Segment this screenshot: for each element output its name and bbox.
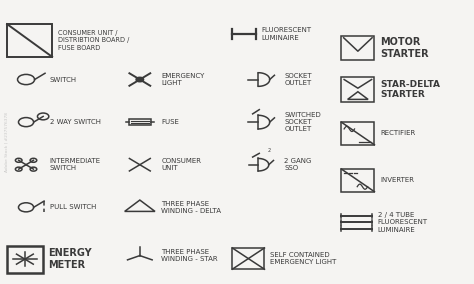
Text: RECTIFIER: RECTIFIER (380, 130, 415, 137)
Text: 2 / 4 TUBE
FLUORESCENT
LUMINAIRE: 2 / 4 TUBE FLUORESCENT LUMINAIRE (378, 212, 428, 233)
Text: CONSUMER UNIT /
DISTRIBTION BOARD /
FUSE BOARD: CONSUMER UNIT / DISTRIBTION BOARD / FUSE… (58, 30, 129, 51)
Text: ENERGY
METER: ENERGY METER (48, 248, 92, 270)
Text: 2 GANG
SSO: 2 GANG SSO (284, 158, 312, 171)
Text: INTERMEDIATE
SWITCH: INTERMEDIATE SWITCH (50, 158, 101, 171)
Text: SOCKET
OUTLET: SOCKET OUTLET (284, 73, 312, 86)
Text: 2 WAY SWITCH: 2 WAY SWITCH (50, 119, 101, 125)
Text: FUSE: FUSE (161, 119, 179, 125)
Text: SWITCH: SWITCH (50, 76, 77, 83)
Text: THREE PHASE
WINDING - DELTA: THREE PHASE WINDING - DELTA (161, 201, 221, 214)
Circle shape (136, 77, 144, 82)
Text: EMERGENCY
LIGHT: EMERGENCY LIGHT (161, 73, 205, 86)
Bar (129, 119, 151, 125)
Text: PULL SWITCH: PULL SWITCH (50, 204, 96, 210)
Text: SWITCHED
SOCKET
OUTLET: SWITCHED SOCKET OUTLET (284, 112, 321, 132)
Text: CONSUMER
UNIT: CONSUMER UNIT (161, 158, 201, 171)
Text: THREE PHASE
WINDING - STAR: THREE PHASE WINDING - STAR (161, 249, 218, 262)
Text: INVERTER: INVERTER (380, 177, 414, 183)
Text: Adobe Stock | #237576378: Adobe Stock | #237576378 (5, 112, 9, 172)
Text: STAR-DELTA
STARTER: STAR-DELTA STARTER (380, 80, 440, 99)
Text: MOTOR
STARTER: MOTOR STARTER (380, 37, 429, 59)
Text: SELF CONTAINED
EMERGENCY LIGHT: SELF CONTAINED EMERGENCY LIGHT (270, 252, 337, 265)
Text: FLUORESCENT
LUMINAIRE: FLUORESCENT LUMINAIRE (262, 28, 312, 41)
Text: 2: 2 (268, 148, 271, 153)
